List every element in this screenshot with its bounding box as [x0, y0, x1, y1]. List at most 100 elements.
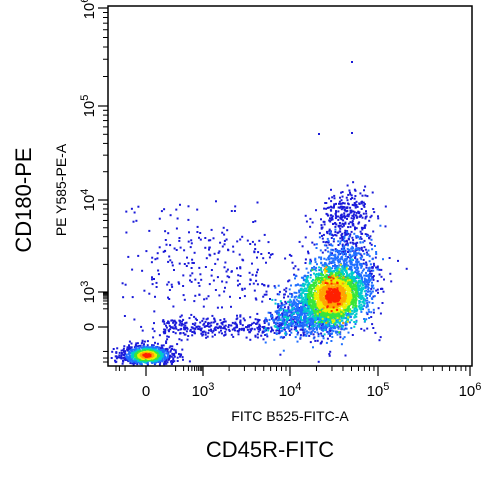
event-point: [165, 352, 168, 355]
event-point: [326, 206, 329, 209]
event-point: [129, 355, 132, 358]
event-point: [373, 295, 376, 298]
event-point: [300, 289, 303, 292]
event-point: [365, 275, 368, 277]
event-point: [332, 206, 335, 209]
event-point: [380, 275, 383, 278]
event-point: [186, 338, 189, 341]
event-point: [334, 225, 337, 228]
event-point: [197, 325, 200, 328]
event-point: [344, 267, 347, 270]
event-point: [384, 225, 387, 228]
event-point: [186, 256, 188, 259]
event-point: [226, 275, 229, 278]
event-point: [343, 310, 346, 313]
event-point: [223, 320, 226, 323]
event-point: [307, 271, 310, 274]
event-point: [340, 317, 343, 320]
event-point: [136, 342, 139, 345]
event-point: [200, 327, 203, 330]
event-point: [343, 235, 346, 238]
event-point: [173, 247, 176, 250]
event-point: [332, 270, 335, 273]
event-point: [183, 298, 186, 301]
event-point: [369, 270, 372, 273]
event-point: [275, 333, 278, 335]
event-point: [366, 253, 369, 256]
event-point: [313, 312, 316, 315]
event-point: [178, 338, 181, 341]
event-point: [349, 206, 352, 209]
event-point: [352, 292, 355, 295]
event-point: [207, 321, 210, 324]
event-point: [360, 276, 363, 279]
event-point: [121, 282, 124, 285]
event-point: [342, 281, 345, 284]
event-point: [241, 288, 244, 291]
event-point: [319, 316, 322, 319]
event-point: [347, 215, 350, 218]
event-point: [365, 261, 368, 264]
event-point: [345, 300, 348, 303]
event-point: [307, 275, 310, 278]
event-point: [137, 358, 140, 361]
event-point: [210, 324, 213, 327]
event-point: [288, 319, 291, 322]
event-point: [355, 252, 358, 255]
event-point: [150, 261, 153, 264]
event-point: [274, 325, 277, 328]
event-point: [334, 323, 337, 326]
event-point: [295, 323, 297, 326]
event-point: [334, 255, 337, 258]
event-point: [333, 276, 336, 279]
event-point: [346, 320, 349, 323]
event-point: [151, 327, 154, 330]
event-point: [312, 320, 315, 323]
event-point: [318, 133, 320, 135]
event-point: [163, 328, 166, 331]
event-point: [311, 288, 314, 291]
event-point: [248, 330, 251, 333]
event-point: [365, 266, 368, 269]
event-point: [189, 274, 192, 277]
event-point: [338, 319, 341, 322]
event-point: [377, 217, 380, 220]
event-point: [140, 362, 143, 365]
event-point: [296, 340, 299, 343]
event-point: [331, 244, 334, 247]
event-point: [351, 296, 354, 299]
event-point: [234, 205, 237, 208]
event-point: [317, 322, 319, 325]
event-point: [349, 221, 352, 224]
event-point: [268, 318, 271, 321]
event-point: [340, 310, 343, 313]
event-point: [253, 328, 256, 331]
event-point: [321, 280, 324, 283]
event-point: [339, 240, 342, 243]
event-point: [213, 252, 216, 255]
event-point: [348, 268, 351, 271]
event-point: [338, 249, 341, 252]
event-point: [300, 276, 303, 279]
event-point: [353, 204, 355, 207]
event-point: [307, 284, 310, 287]
event-point: [354, 257, 357, 259]
event-point: [235, 323, 238, 326]
event-point: [288, 288, 291, 291]
event-point: [348, 279, 351, 282]
event-point: [253, 250, 256, 253]
event-point: [159, 357, 162, 360]
event-point: [273, 338, 276, 341]
event-point: [405, 267, 408, 270]
event-point: [342, 223, 345, 226]
event-point: [163, 356, 166, 359]
event-point: [212, 329, 215, 332]
event-point: [170, 283, 173, 286]
event-point: [290, 293, 293, 296]
event-point: [228, 330, 231, 332]
event-point: [257, 330, 260, 333]
event-point: [187, 240, 190, 243]
event-point: [273, 318, 276, 321]
event-point: [171, 264, 174, 267]
event-point: [352, 210, 355, 213]
